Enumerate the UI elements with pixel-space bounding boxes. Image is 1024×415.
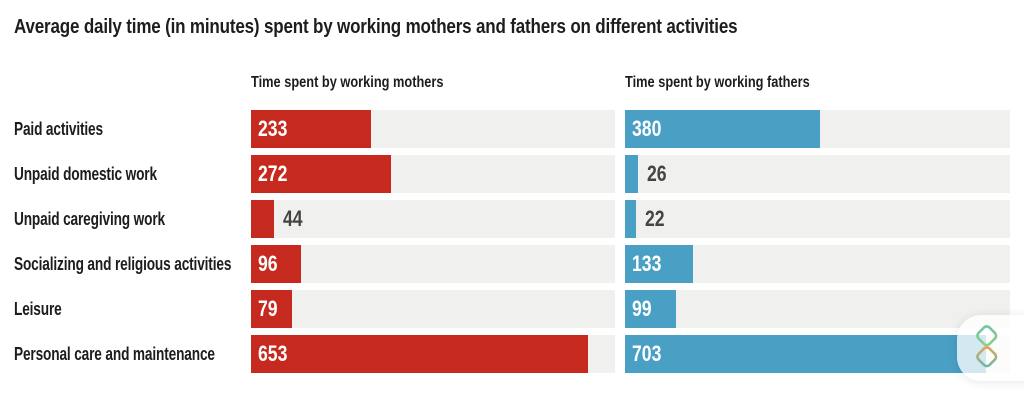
chart-rows: Paid activities 233 380 Unpaid domestic wor… — [0, 110, 1024, 380]
bar-track-mothers: 96 — [251, 245, 615, 283]
floating-widget-button[interactable] — [957, 315, 1024, 381]
column-header-fathers: Time spent by working fathers — [625, 74, 810, 91]
value-label-fathers: 380 — [632, 116, 662, 141]
bar-fathers: 99 — [625, 290, 676, 328]
value-label-mothers: 44 — [282, 206, 303, 231]
bar-track-fathers: 133 — [625, 245, 1010, 283]
bar-fathers: 133 — [625, 245, 694, 283]
bar-mothers: 233 — [251, 110, 372, 148]
bar-track-mothers: 44 — [251, 200, 615, 238]
bar-mothers: 272 — [251, 155, 392, 193]
category-label: Socializing and religious activities — [14, 254, 232, 274]
bar-fathers: 703 — [625, 335, 986, 373]
value-label-mothers: 96 — [258, 251, 278, 276]
value-label-mothers: 272 — [258, 161, 288, 186]
value-label-mothers: 233 — [258, 116, 288, 141]
category-label: Personal care and maintenance — [14, 344, 215, 364]
bar-track-fathers: 703 — [625, 335, 1010, 373]
chart-row: Unpaid domestic work 272 26 — [0, 155, 1024, 200]
category-label: Paid activities — [14, 119, 103, 139]
bar-track-mothers: 653 — [251, 335, 615, 373]
bar-mothers: 653 — [251, 335, 589, 373]
value-label-fathers: 99 — [632, 296, 652, 321]
chart-row: Paid activities 233 380 — [0, 110, 1024, 155]
bar-mothers: 79 — [251, 290, 292, 328]
column-header-mothers: Time spent by working mothers — [251, 74, 444, 91]
value-label-mothers: 653 — [258, 341, 288, 366]
bar-track-mothers: 233 — [251, 110, 615, 148]
bar-fathers — [625, 155, 639, 193]
value-label-fathers: 26 — [647, 161, 667, 186]
bar-fathers — [625, 200, 637, 238]
chart-row: Personal care and maintenance 653 703 — [0, 335, 1024, 380]
bar-track-mothers: 272 — [251, 155, 615, 193]
chart-row: Unpaid caregiving work 44 22 — [0, 200, 1024, 245]
bar-mothers: 96 — [251, 245, 301, 283]
bar-mothers — [251, 200, 274, 238]
bar-fathers: 380 — [625, 110, 821, 148]
chart-row: Leisure 79 99 — [0, 290, 1024, 335]
chart-row: Socializing and religious activities 96 13… — [0, 245, 1024, 290]
value-label-fathers: 22 — [645, 206, 665, 231]
value-label-mothers: 79 — [258, 296, 278, 321]
category-label: Unpaid caregiving work — [14, 209, 165, 229]
bar-track-fathers: 99 — [625, 290, 1010, 328]
category-label: Leisure — [14, 299, 62, 319]
bar-track-fathers: 22 — [625, 200, 1010, 238]
value-label-fathers: 703 — [632, 341, 662, 366]
stacked-cubes-icon — [976, 325, 998, 368]
category-label: Unpaid domestic work — [14, 164, 157, 184]
bar-track-fathers: 26 — [625, 155, 1010, 193]
chart-title: Average daily time (in minutes) spent by… — [14, 16, 738, 38]
bar-track-mothers: 79 — [251, 290, 615, 328]
value-label-fathers: 133 — [632, 251, 662, 276]
bar-track-fathers: 380 — [625, 110, 1010, 148]
